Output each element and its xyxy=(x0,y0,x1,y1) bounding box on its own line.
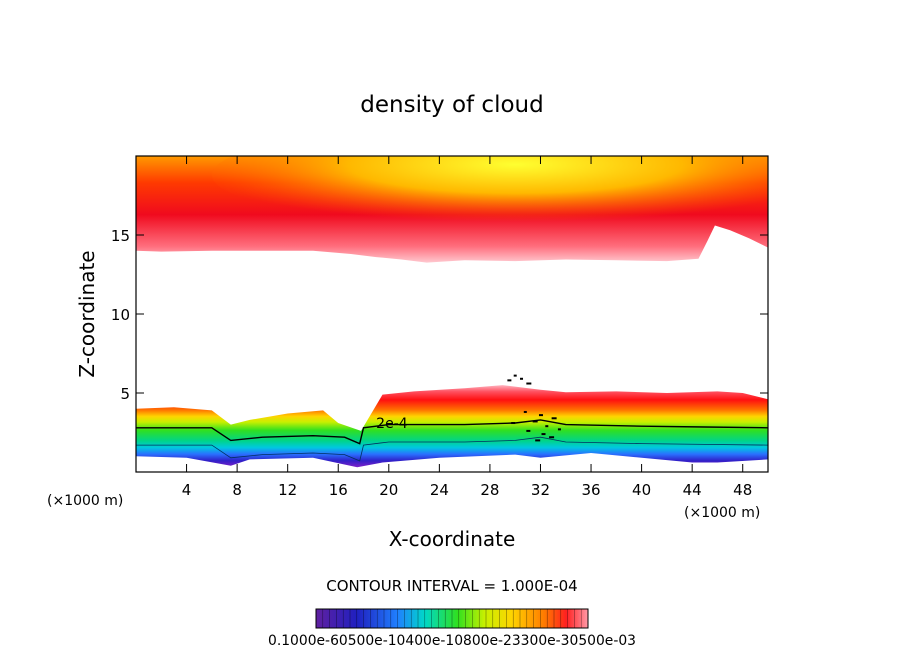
contour-speckle xyxy=(526,382,532,385)
contour-label: 2e-4 xyxy=(376,416,408,432)
x-tick-label: 44 xyxy=(683,481,702,499)
x-tick-label: 28 xyxy=(480,481,499,499)
x-tick-label: 20 xyxy=(379,481,398,499)
contour-speckle xyxy=(513,374,517,377)
x-tick-label: 48 xyxy=(733,481,752,499)
x-tick-label: 40 xyxy=(632,481,651,499)
contour-speckle xyxy=(545,425,549,428)
contour-speckle xyxy=(511,422,516,425)
x-tick-label: 36 xyxy=(581,481,600,499)
plot-area xyxy=(136,156,768,468)
x-tick-label: 32 xyxy=(531,481,550,499)
contour-speckle xyxy=(532,420,538,423)
contour-speckle xyxy=(551,417,557,420)
contour-speckle xyxy=(538,414,543,417)
contour-line-2e-4 xyxy=(136,419,768,445)
contour-speckle xyxy=(549,436,555,439)
x-unit-left: (×1000 m) xyxy=(47,493,123,509)
contour-speckle xyxy=(507,379,512,382)
x-tick-label: 12 xyxy=(278,481,297,499)
x-unit-right: (×1000 m) xyxy=(684,505,760,521)
x-axis: 4 8 12 16 20 24 28 32 36 40 44 48 xyxy=(182,156,752,499)
contour-speckle xyxy=(535,439,541,442)
y-tick-label: 10 xyxy=(111,306,130,324)
x-tick-label: 4 xyxy=(182,481,192,499)
y-axis: 5 10 15 xyxy=(111,227,768,403)
contour-speckles xyxy=(507,374,561,442)
chart-title: density of cloud xyxy=(360,92,543,118)
contour-speckle xyxy=(523,410,527,413)
colorbar-labels: 0.1000e-60500e-10400e-10800e-23300e-3050… xyxy=(268,633,636,649)
y-tick-label: 5 xyxy=(120,385,130,403)
upper-cloud-core xyxy=(211,156,768,228)
colorbar xyxy=(315,608,589,629)
contour-speckle xyxy=(526,429,531,432)
contour-line-lower xyxy=(136,436,768,462)
x-tick-label: 24 xyxy=(430,481,449,499)
x-axis-label: X-coordinate xyxy=(389,527,516,551)
contour-speckle xyxy=(557,428,561,431)
x-tick-label: 16 xyxy=(329,481,348,499)
lower-cloud-layer xyxy=(136,385,768,468)
x-tick-label: 8 xyxy=(232,481,242,499)
y-axis-label: Z-coordinate xyxy=(75,250,99,377)
colorbar-ticks xyxy=(322,609,582,628)
contour-interval-text: CONTOUR INTERVAL = 1.000E-04 xyxy=(326,577,577,595)
y-tick-label: 15 xyxy=(111,227,130,245)
contour-speckle xyxy=(541,433,546,436)
contour-speckle xyxy=(520,377,524,380)
